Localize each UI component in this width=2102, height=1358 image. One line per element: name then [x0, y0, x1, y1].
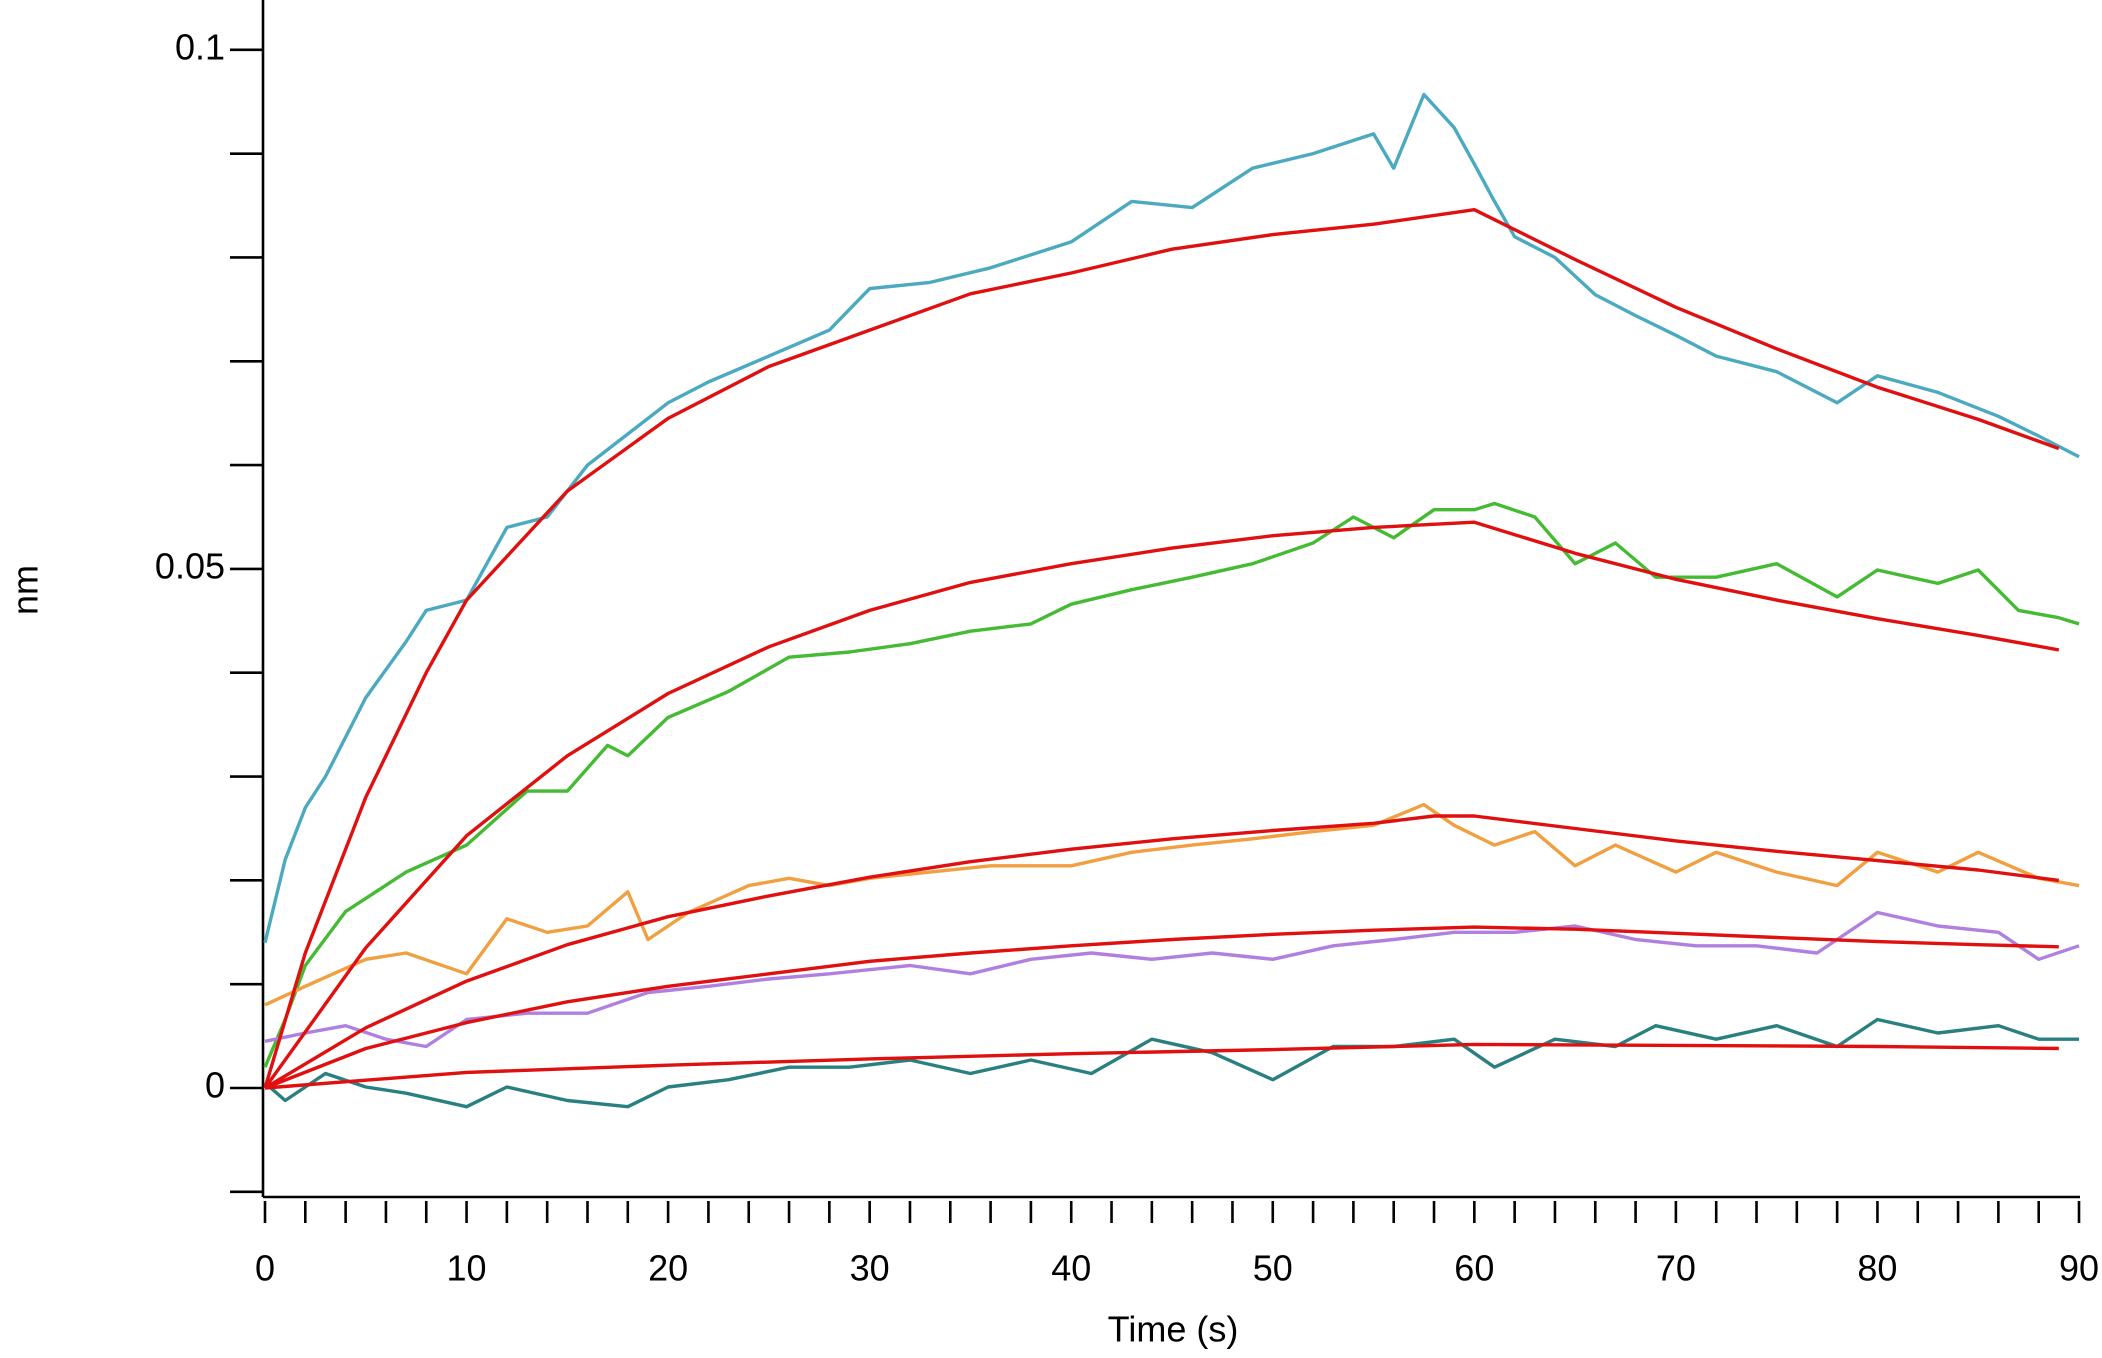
x-tick-label: 60: [1454, 1248, 1494, 1289]
series-line: [264, 925, 2059, 1090]
series-line: [263, 1017, 2079, 1109]
series-line: [263, 501, 2080, 1068]
x-tick-label: 50: [1253, 1248, 1293, 1289]
x-tick-label: 40: [1051, 1248, 1091, 1289]
series-line: [263, 208, 2060, 1089]
series-line: [264, 910, 2080, 1049]
x-axis-title: Time (s): [1108, 1309, 1239, 1350]
x-tick-label: 10: [447, 1248, 487, 1289]
series-line: [264, 1042, 2059, 1090]
y-tick-label: 0.05: [155, 545, 225, 586]
y-tick-label: 0: [205, 1065, 225, 1106]
x-tick-label: 70: [1656, 1248, 1696, 1289]
y-axis-title: nm: [5, 565, 46, 615]
series-line: [264, 814, 2060, 1090]
x-tick-label: 20: [648, 1248, 688, 1289]
series-line: [264, 802, 2080, 1007]
series-line: [263, 92, 2080, 944]
x-tick-label: 90: [2059, 1248, 2099, 1289]
series-line: [263, 520, 2060, 1089]
x-tick-label: 0: [255, 1248, 275, 1289]
x-tick-label: 30: [850, 1248, 890, 1289]
x-tick-label: 80: [1857, 1248, 1897, 1289]
y-tick-label: 0.1: [175, 26, 225, 67]
